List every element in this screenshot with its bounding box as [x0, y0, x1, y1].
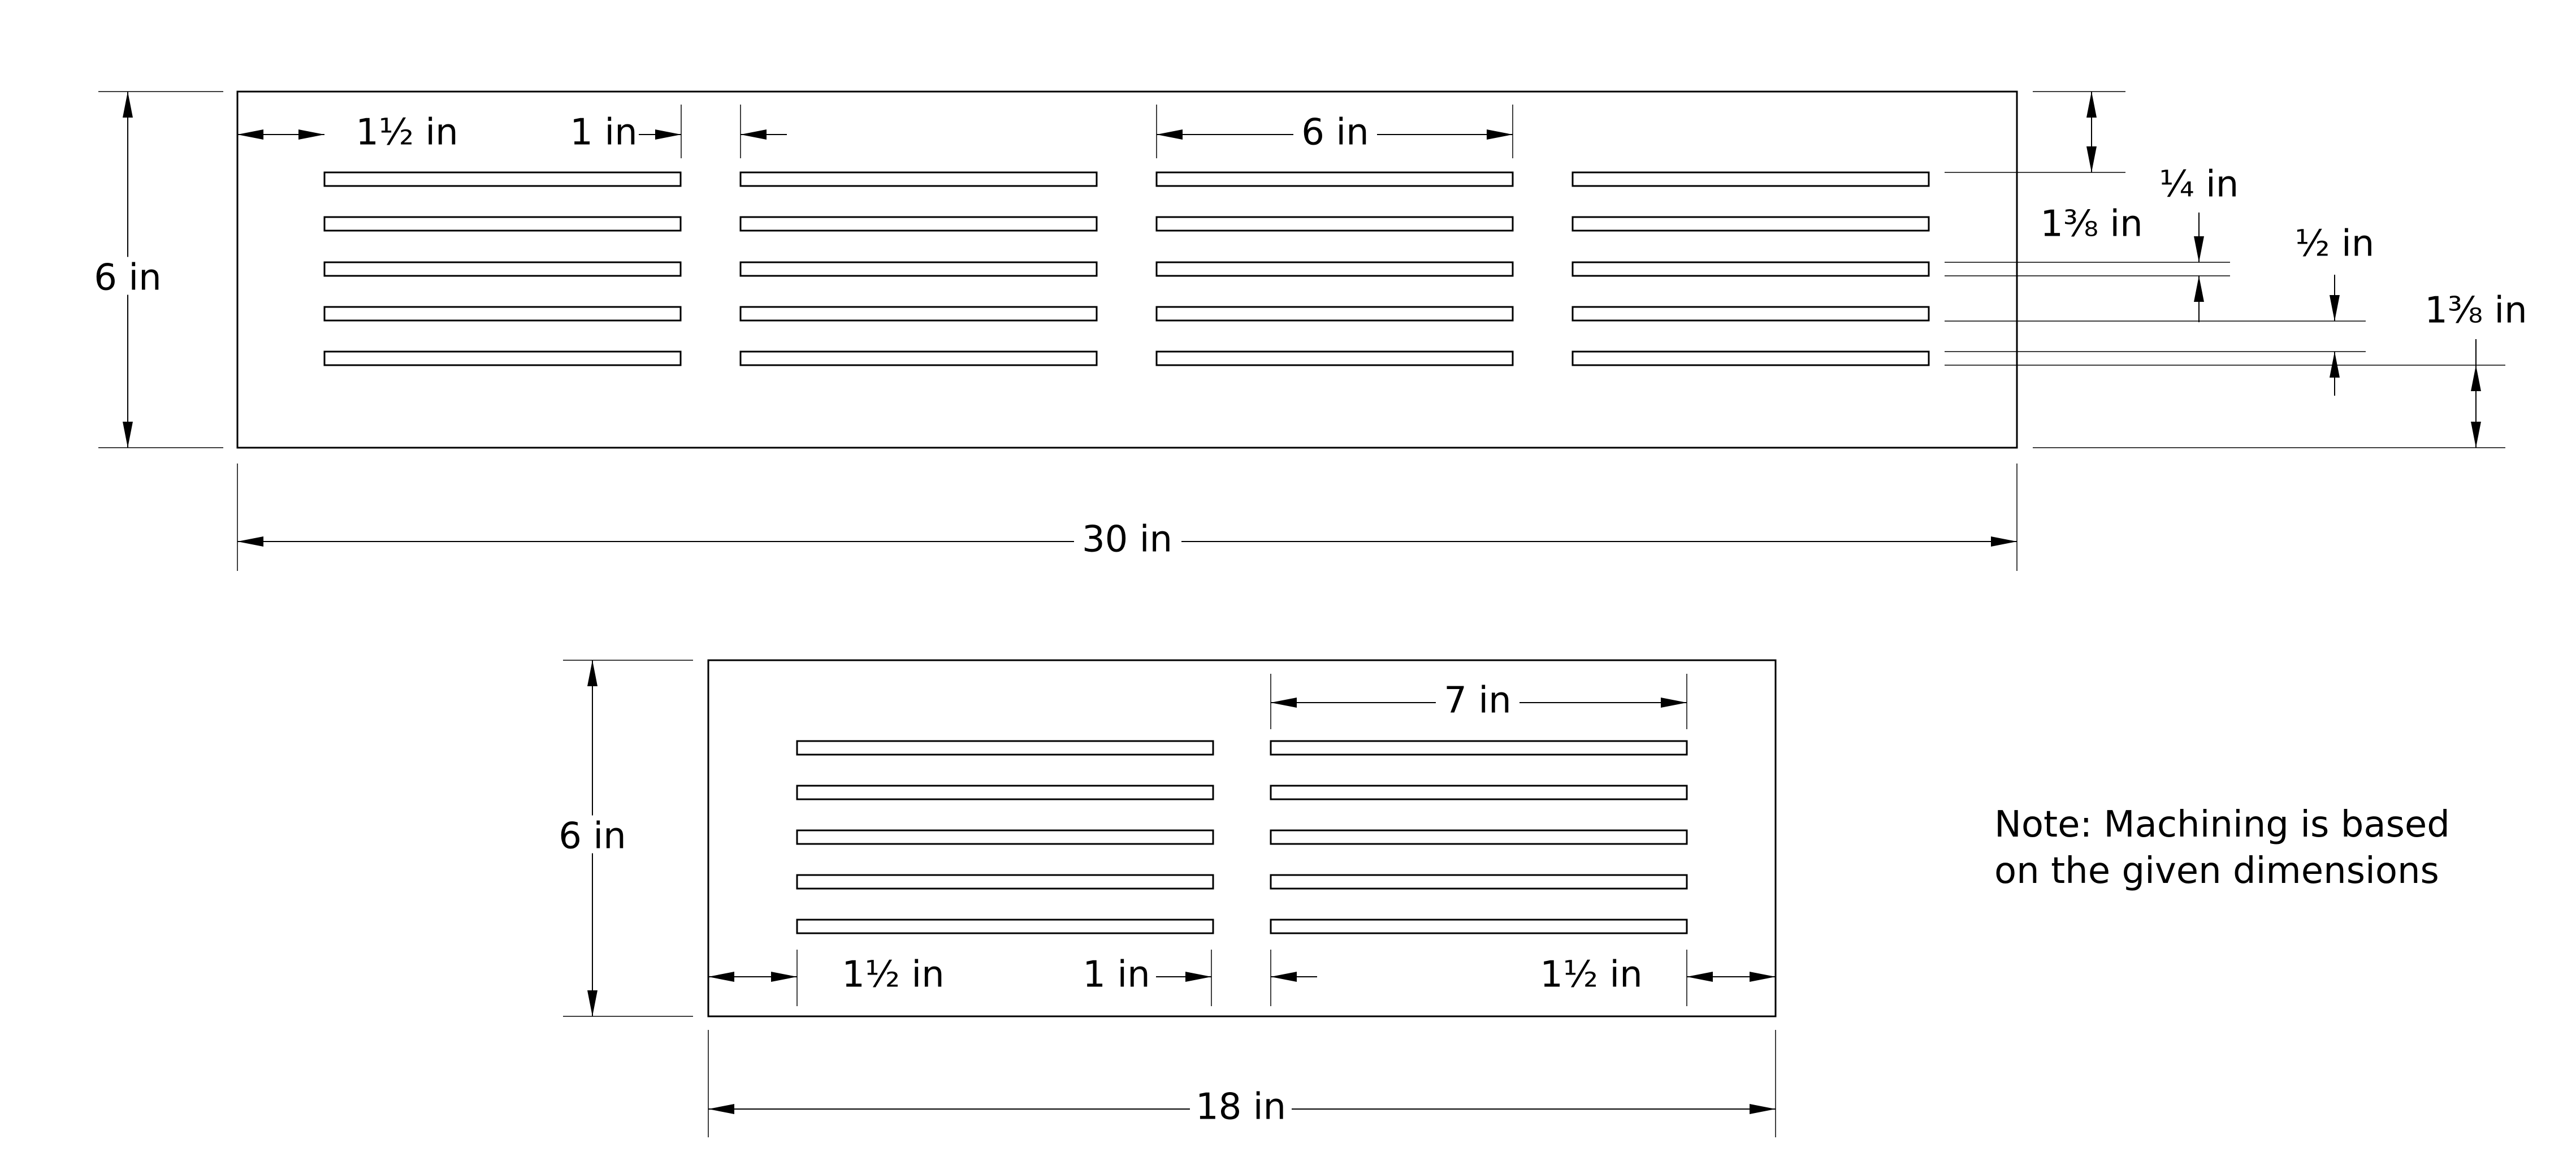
top-slot-gap-label: 1 in [570, 112, 637, 154]
top-height-label: 6 in [94, 257, 161, 299]
top-slot-length-label: 6 in [1301, 112, 1369, 154]
top-slot [739, 261, 1098, 277]
top-slot [739, 350, 1098, 366]
bottom-offset-label: 1⅜ in [2425, 290, 2527, 332]
bottom-slot [796, 740, 1214, 756]
bottom-slot [796, 874, 1214, 890]
top-slot [323, 171, 682, 187]
top-slot [1155, 216, 1514, 232]
top-slot [323, 261, 682, 277]
bottom-slot [1270, 829, 1688, 845]
bottom-slot [796, 919, 1214, 934]
bottom-right-margin-label: 1½ in [1540, 954, 1642, 996]
top-width-label: 30 in [1082, 519, 1172, 561]
bottom-slot-length-label: 7 in [1444, 680, 1511, 722]
top-slot [323, 350, 682, 366]
slot-width-label: ¼ in [2159, 164, 2239, 206]
bottom-slot-gap-label: 1 in [1083, 954, 1150, 996]
bottom-slot [1270, 919, 1688, 934]
bottom-plate-slots [796, 740, 1688, 934]
bottom-slot [1270, 740, 1688, 756]
bottom-slot [796, 785, 1214, 800]
bottom-left-margin-label: 1½ in [842, 954, 944, 996]
machining-note: Note: Machining is based on the given di… [1994, 802, 2450, 894]
top-plate-outline [236, 90, 2018, 449]
top-slot [1571, 306, 1930, 322]
top-slot [739, 306, 1098, 322]
top-slot [1571, 171, 1930, 187]
top-slot [739, 216, 1098, 232]
bottom-slot [1270, 785, 1688, 800]
top-plate: 6 in 30 in 1½ in 1 in 6 in 1⅜ in [89, 90, 2527, 571]
note-line-2: on the given dimensions [1994, 850, 2439, 892]
top-slot [1571, 216, 1930, 232]
top-slot [1571, 261, 1930, 277]
top-plate-slots [323, 171, 1930, 366]
note-line-1: Note: Machining is based [1994, 804, 2450, 846]
bottom-slot [1270, 874, 1688, 890]
top-offset-label: 1⅜ in [2040, 203, 2142, 245]
bottom-slot [796, 829, 1214, 845]
bottom-plate: 6 in 18 in 7 in 1½ in 1 in 1½ in [553, 659, 1777, 1137]
top-slot [323, 306, 682, 322]
top-slot [1155, 261, 1514, 277]
bottom-width-label: 18 in [1196, 1086, 1286, 1128]
top-slot [1155, 171, 1514, 187]
slot-pitch-label: ½ in [2295, 223, 2375, 265]
top-slot [1155, 306, 1514, 322]
top-left-margin-label: 1½ in [356, 112, 458, 154]
top-slot [323, 216, 682, 232]
top-slot [1155, 350, 1514, 366]
bottom-height-label: 6 in [559, 816, 626, 857]
top-slot [1571, 350, 1930, 366]
bottom-plate-outline [707, 659, 1777, 1017]
top-slot [739, 171, 1098, 187]
